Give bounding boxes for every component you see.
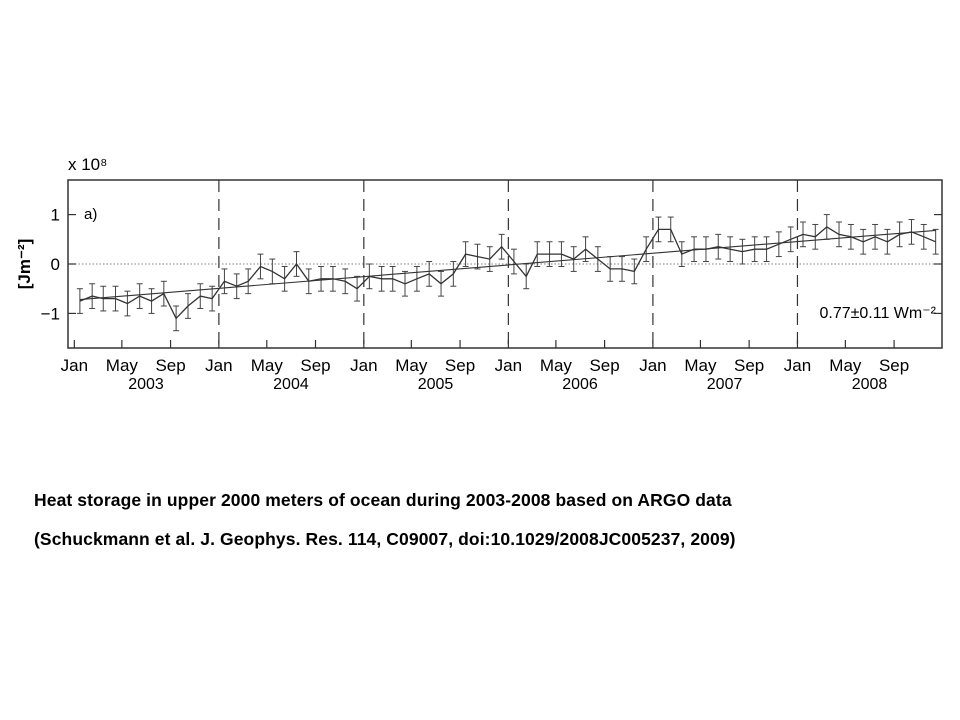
series-line — [79, 226, 936, 320]
year-label: 2006 — [562, 376, 598, 393]
x-tick-label: Sep — [734, 356, 764, 375]
year-label: 2004 — [273, 376, 309, 393]
year-label: 2003 — [128, 376, 164, 393]
y-axis: −1 0 1 — [41, 206, 942, 323]
x-tick-label: May — [684, 356, 717, 375]
year-label: 2007 — [707, 376, 743, 393]
year-label: 2005 — [418, 376, 454, 393]
caption-line-2: (Schuckmann et al. J. Geophys. Res. 114,… — [34, 529, 736, 549]
trend-annotation: 0.77±0.11 Wm⁻² — [819, 305, 936, 322]
ocean-heat-chart: −1 0 1 Jan May Sep Jan May Sep Jan May Sep Jan May Se… — [15, 155, 943, 393]
x-tick-label: May — [251, 356, 284, 375]
x-tick-label: Jan — [495, 356, 522, 375]
x-tick-label: May — [106, 356, 139, 375]
y-tick-label: 1 — [51, 206, 60, 225]
error-bar — [76, 288, 83, 314]
series-lines — [79, 226, 936, 320]
y-tick-label: −1 — [41, 304, 60, 323]
trend-line — [79, 229, 936, 301]
x-tick-label: Sep — [300, 356, 330, 375]
x-tick-label: Jan — [205, 356, 232, 375]
y-multiplier: x 10⁸ — [68, 155, 107, 174]
x-tick-label: Jan — [61, 356, 88, 375]
x-tick-label: Jan — [639, 356, 666, 375]
x-tick-label: May — [540, 356, 573, 375]
y-tick-label: 0 — [51, 255, 60, 274]
x-tick-label: Jan — [784, 356, 811, 375]
x-tick-label: Sep — [155, 356, 185, 375]
y-axis-label: [Jm⁻²] — [15, 239, 34, 290]
x-tick-label: Sep — [445, 356, 475, 375]
x-tick-label: Jan — [350, 356, 377, 375]
x-tick-label: Sep — [879, 356, 909, 375]
year-boundary-lines — [218, 180, 799, 348]
x-tick-label: Sep — [589, 356, 619, 375]
caption-line-1: Heat storage in upper 2000 meters of oce… — [34, 490, 732, 510]
x-tick-label: May — [395, 356, 428, 375]
panel-label: a) — [84, 206, 97, 223]
x-tick-label: May — [829, 356, 862, 375]
x-axis: Jan May Sep Jan May Sep Jan May Sep Jan May Sep Jan M… — [61, 340, 909, 393]
year-label: 2008 — [852, 376, 888, 393]
